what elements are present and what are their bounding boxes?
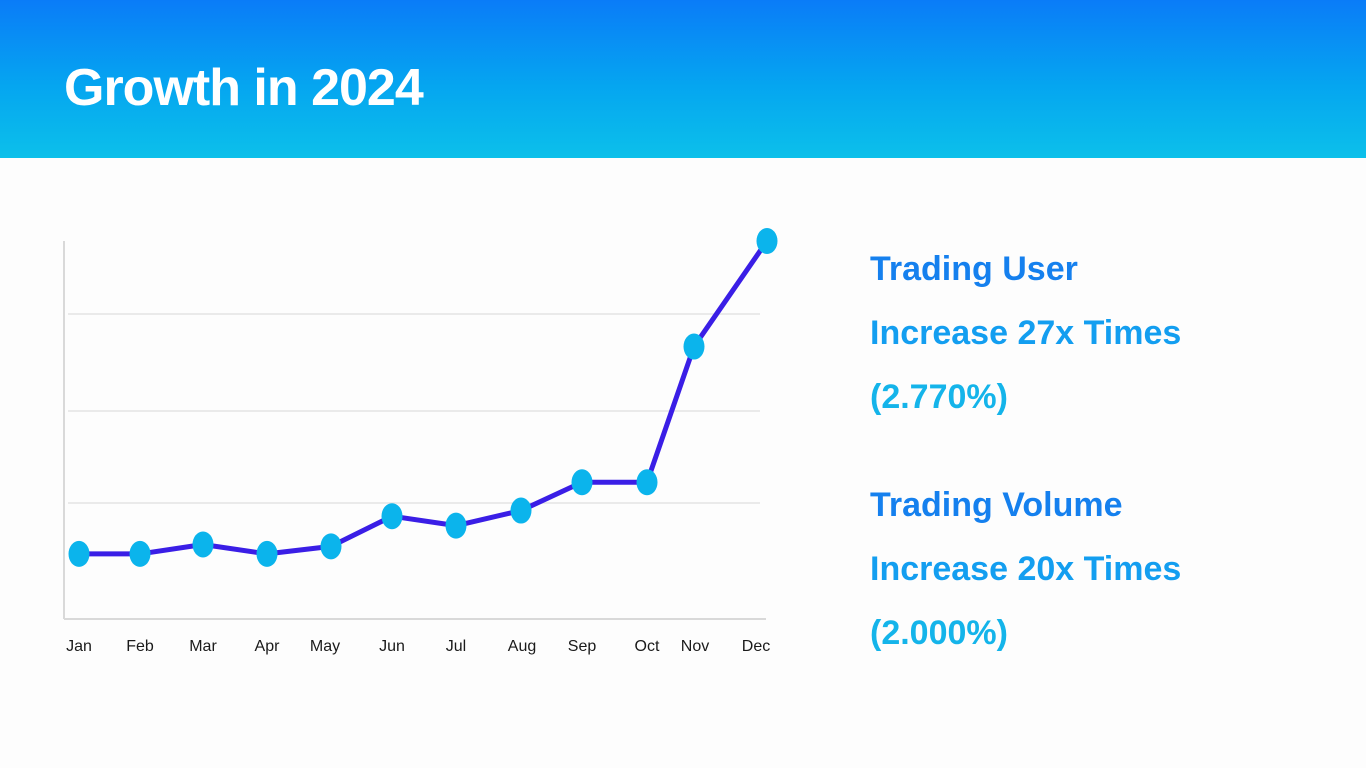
page-title: Growth in 2024 bbox=[64, 59, 424, 117]
x-tick-label: Mar bbox=[189, 638, 217, 655]
stats-panel: Trading User Increase 27x Times (2.770%)… bbox=[870, 248, 1181, 676]
data-point-sep bbox=[571, 469, 593, 496]
stat-trading-user: Trading User Increase 27x Times (2.770%) bbox=[870, 248, 1181, 440]
data-point-nov bbox=[683, 333, 705, 360]
series-line bbox=[79, 239, 770, 557]
x-tick-label: Apr bbox=[255, 638, 281, 655]
x-tick-label: Jan bbox=[66, 638, 92, 655]
x-tick-label: Jul bbox=[446, 638, 466, 655]
stat-heading: Trading User bbox=[870, 250, 1078, 288]
x-tick-label: Jun bbox=[379, 638, 405, 655]
data-point-dec bbox=[756, 228, 778, 254]
stat-percent: (2.770%) bbox=[870, 378, 1008, 416]
data-point-jan bbox=[68, 540, 90, 567]
data-point-oct bbox=[636, 469, 658, 496]
stat-detail: Increase 20x Times bbox=[870, 550, 1182, 588]
data-point-jul bbox=[445, 512, 467, 539]
stat-detail: Increase 27x Times bbox=[870, 314, 1182, 352]
x-tick-labels: Jan Feb Mar Apr May Jun Jul Aug Sep Oct Nov Dec bbox=[66, 638, 770, 655]
x-tick-label: May bbox=[310, 638, 340, 655]
data-point-aug bbox=[510, 497, 532, 524]
data-point-feb bbox=[129, 540, 151, 567]
x-tick-label: Oct bbox=[635, 638, 660, 655]
data-point-jun bbox=[381, 503, 403, 530]
header-banner: Growth in 2024 bbox=[0, 0, 1366, 158]
x-tick-label: Nov bbox=[681, 638, 709, 655]
data-point-may bbox=[320, 533, 342, 560]
data-point-mar bbox=[192, 531, 214, 558]
stat-trading-volume: Trading Volume Increase 20x Times (2.000… bbox=[870, 484, 1181, 676]
chart-grid bbox=[68, 313, 760, 504]
stat-heading: Trading Volume bbox=[870, 486, 1123, 524]
x-tick-label: Feb bbox=[126, 638, 154, 655]
x-tick-label: Sep bbox=[568, 638, 597, 655]
series-users bbox=[68, 228, 778, 567]
data-point-apr bbox=[256, 540, 278, 567]
stat-percent: (2.000%) bbox=[870, 614, 1008, 652]
x-tick-label: Dec bbox=[742, 638, 770, 655]
x-tick-label: Aug bbox=[508, 638, 536, 655]
